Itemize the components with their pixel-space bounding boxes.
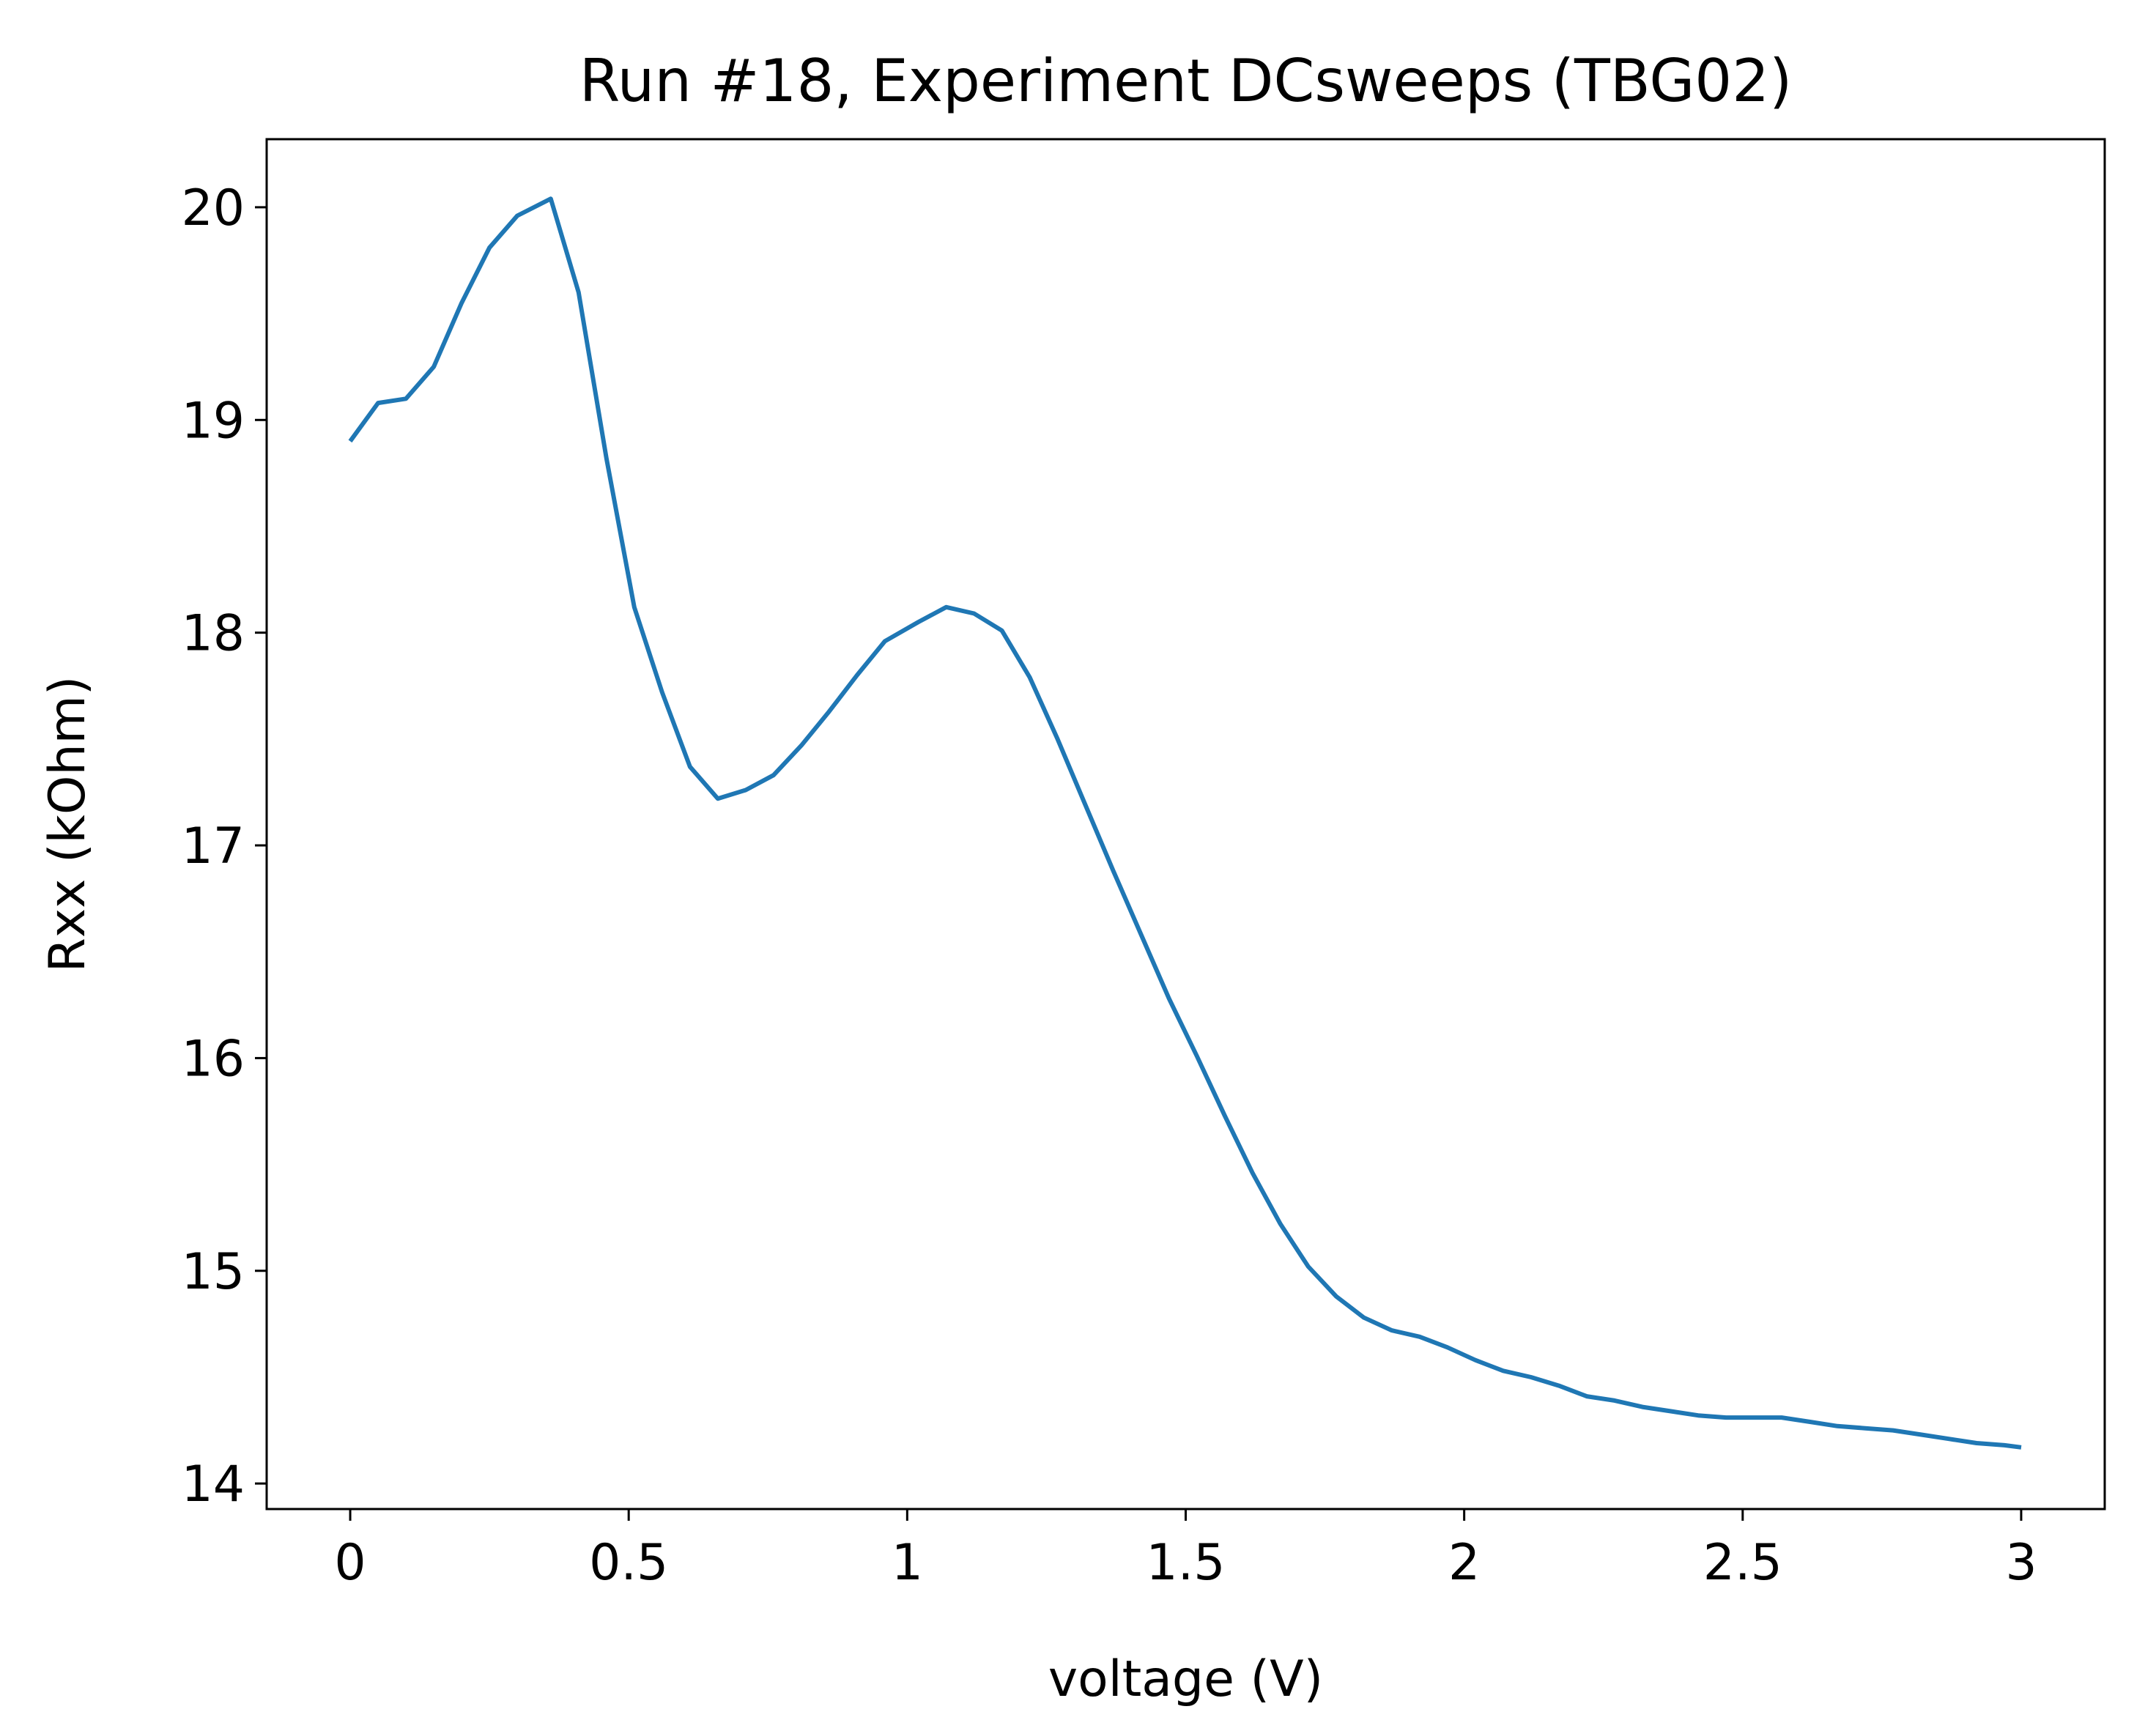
y-tick-label: 17 (181, 818, 245, 875)
x-tick-label: 2 (1448, 1534, 1480, 1592)
x-tick-label: 1 (892, 1534, 923, 1592)
series-line (348, 196, 2022, 1450)
plot-area: 0 0.5 1 1.5 2 2.5 3 14 15 16 17 18 19 20 (181, 138, 2106, 1592)
x-tick-label: 1.5 (1146, 1534, 1225, 1592)
y-axis-label: Rxx (kOhm) (39, 676, 97, 973)
x-tick-label: 3 (2005, 1534, 2037, 1592)
series-group (348, 196, 2022, 1450)
x-axis: 0 0.5 1 1.5 2 2.5 3 (334, 1509, 2037, 1592)
x-tick-label: 0 (334, 1534, 366, 1592)
x-tick-label: 0.5 (589, 1534, 668, 1592)
y-tick-label: 16 (181, 1030, 245, 1088)
x-axis-label: voltage (V) (1048, 1650, 1323, 1708)
y-tick-label: 15 (181, 1243, 245, 1301)
y-tick-label: 19 (181, 392, 245, 450)
chart-title: Run #18, Experiment DCsweeps (TBG02) (579, 47, 1793, 115)
y-tick-label: 14 (181, 1456, 245, 1513)
y-tick-label: 20 (181, 179, 245, 237)
x-tick-label: 2.5 (1703, 1534, 1782, 1592)
y-tick-label: 18 (181, 605, 245, 663)
y-axis: 14 15 16 17 18 19 20 (181, 179, 267, 1513)
